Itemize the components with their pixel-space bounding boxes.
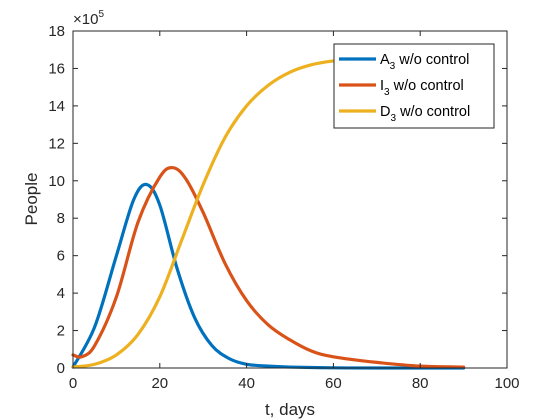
legend-label-3: D3 w/o control: [380, 104, 470, 124]
series-line-3: [71, 57, 379, 369]
y-tick-label: 18: [48, 23, 65, 40]
y-tick-label: 16: [48, 60, 65, 77]
x-tick-label: 100: [494, 375, 519, 392]
legend-label-1: A3 w/o control: [380, 52, 469, 72]
series-line-2: [71, 166, 466, 369]
axes-box: [72, 30, 508, 369]
y-scale-exponent: ×105: [73, 9, 104, 28]
x-tick-label: 80: [412, 375, 429, 392]
x-tick-label: 20: [151, 375, 168, 392]
x-axis-label: t, days: [265, 400, 315, 419]
legend-label-2: I3 w/o control: [380, 78, 464, 98]
x-tick-label: 0: [69, 375, 77, 392]
y-scale-base: 10: [82, 11, 99, 28]
y-tick-label: 12: [48, 135, 65, 152]
y-tick-label: 10: [48, 173, 65, 190]
x-tick-label: 40: [238, 375, 255, 392]
y-tick-label: 14: [48, 98, 65, 115]
ticks-layer: 0 20 40 60 80 100 0 2 4 6 8 10 12 14 16 18: [48, 23, 519, 392]
x-tick-label: 60: [325, 375, 342, 392]
y-tick-label: 6: [57, 248, 65, 265]
y-tick-label: 8: [57, 210, 65, 227]
y-scale-times: ×: [73, 11, 82, 28]
y-tick-label: 4: [57, 285, 65, 302]
y-scale-power: 5: [98, 9, 104, 20]
y-axis-label: People: [22, 173, 41, 226]
legend: A3 w/o control I3 w/o control D3 w/o contr…: [333, 43, 495, 129]
y-tick-label: 2: [57, 323, 65, 340]
axes-layer: [72, 30, 508, 369]
y-tick-label: 0: [57, 360, 65, 377]
